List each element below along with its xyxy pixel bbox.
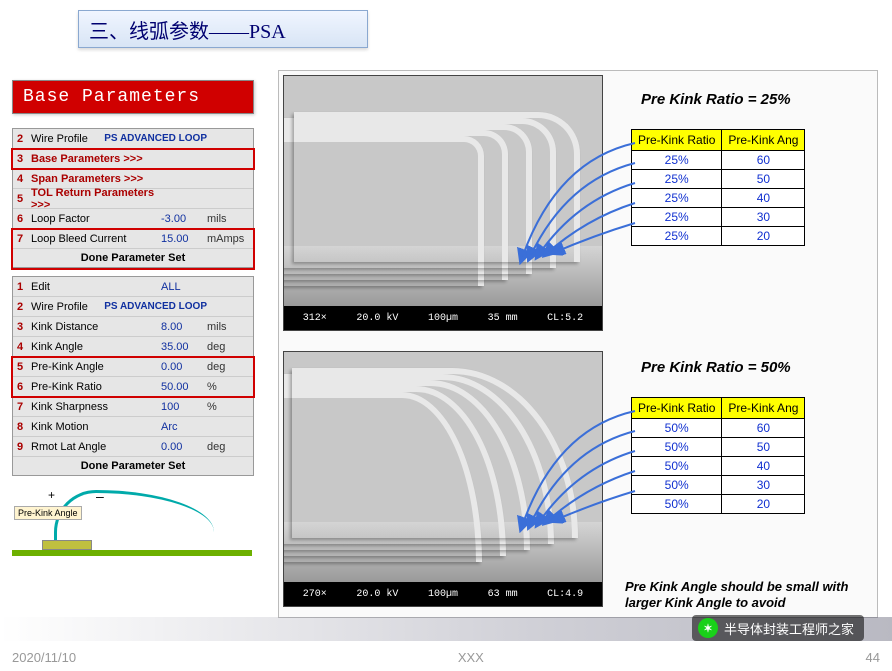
right-column: 312× 20.0 kV 100µm 35 mm CL:5.2 270× 20.… (278, 70, 878, 618)
table-header: Pre-Kink Ang (722, 398, 805, 419)
watermark-text: 半导体封装工程师之家 (724, 619, 854, 638)
param-row: 5Pre-Kink Angle0.00deg (13, 357, 253, 377)
prekink-diagram: + – Pre-Kink Angle (12, 484, 252, 556)
table-row: 50%30 (632, 476, 805, 495)
param-row: 2Wire ProfilePS ADVANCED LOOP (13, 129, 253, 149)
footer-date: 2020/11/10 (12, 650, 76, 665)
table-row: 50%40 (632, 457, 805, 476)
wechat-icon: ✶ (698, 618, 718, 638)
sem-kv: 20.0 kV (356, 313, 398, 324)
param-row: 9Rmot Lat Angle0.00deg (13, 437, 253, 457)
param-row: 3Base Parameters >>> (13, 149, 253, 169)
heading-50: Pre Kink Ratio = 50% (641, 359, 791, 376)
kink-table-25: Pre-Kink RatioPre-Kink Ang25%6025%5025%4… (631, 129, 805, 246)
table-row: 25%30 (632, 208, 805, 227)
note-text: Pre Kink Angle should be small with larg… (625, 579, 871, 612)
param-row: 3Kink Distance8.00mils (13, 317, 253, 337)
table-header: Pre-Kink Ratio (632, 398, 722, 419)
param-panel-2: 1EditALL2Wire ProfilePS ADVANCED LOOP3Ki… (12, 276, 254, 476)
arrow-icon (515, 131, 645, 331)
base-parameters-badge: Base Parameters (12, 80, 254, 114)
param-row: 7Loop Bleed Current15.00mAmps (13, 229, 253, 249)
content-box: 312× 20.0 kV 100µm 35 mm CL:5.2 270× 20.… (278, 70, 878, 618)
table-row: 25%20 (632, 227, 805, 246)
table-header: Pre-Kink Ratio (632, 130, 722, 151)
heading-25: Pre Kink Ratio = 25% (641, 91, 791, 108)
left-column: Base Parameters 2Wire ProfilePS ADVANCED… (12, 80, 254, 556)
table-row: 25%60 (632, 151, 805, 170)
param-row: 7Kink Sharpness100% (13, 397, 253, 417)
done-label: Done Parameter Set (13, 457, 253, 475)
arrow-icon (515, 399, 645, 599)
watermark: ✶ 半导体封装工程师之家 (692, 615, 864, 641)
sem-mag: 312× (303, 313, 327, 324)
kink-table-50: Pre-Kink RatioPre-Kink Ang50%6050%5050%4… (631, 397, 805, 514)
sem-kv: 20.0 kV (356, 589, 398, 600)
param-row: 8Kink MotionArc (13, 417, 253, 437)
table-row: 25%50 (632, 170, 805, 189)
done-label: Done Parameter Set (13, 249, 253, 267)
diagram-label: Pre-Kink Angle (14, 506, 82, 520)
sem-scale: 100µm (428, 313, 458, 324)
param-row: 6Loop Factor-3.00mils (13, 209, 253, 229)
param-row: 5TOL Return Parameters >>> (13, 189, 253, 209)
table-row: 50%60 (632, 419, 805, 438)
sem-wd: 35 mm (488, 313, 518, 324)
sem-scale: 100µm (428, 589, 458, 600)
sem-mag: 270× (303, 589, 327, 600)
table-row: 25%40 (632, 189, 805, 208)
sem-wd: 63 mm (488, 589, 518, 600)
param-row: 1EditALL (13, 277, 253, 297)
table-row: 50%20 (632, 495, 805, 514)
footer-page: 44 (866, 650, 880, 665)
param-panel-1: 2Wire ProfilePS ADVANCED LOOP3Base Param… (12, 128, 254, 268)
footer: 2020/11/10 XXX 44 (0, 650, 892, 665)
table-row: 50%50 (632, 438, 805, 457)
footer-mid: XXX (458, 650, 484, 665)
plus-mark: + (48, 488, 55, 502)
slide-title: 三、线弧参数——PSA (78, 10, 368, 48)
param-row: 2Wire ProfilePS ADVANCED LOOP (13, 297, 253, 317)
param-row: 6Pre-Kink Ratio50.00% (13, 377, 253, 397)
bond-pad (42, 540, 92, 550)
table-header: Pre-Kink Ang (722, 130, 805, 151)
param-row: 4Kink Angle35.00deg (13, 337, 253, 357)
